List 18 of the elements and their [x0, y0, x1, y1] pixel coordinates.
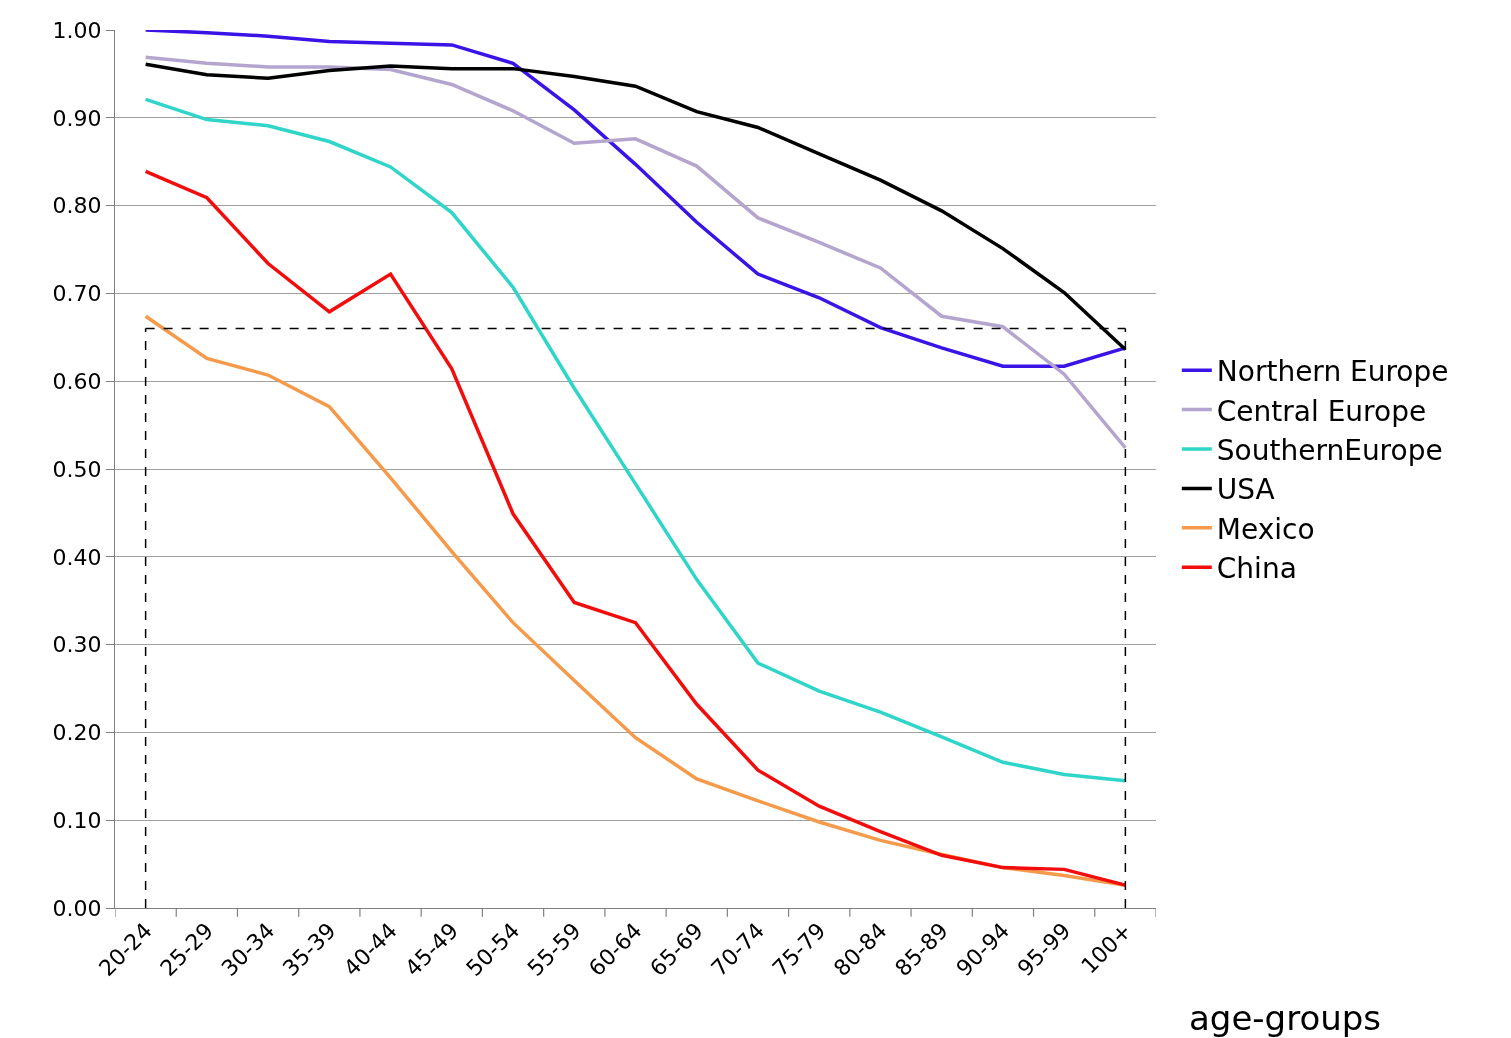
- legend-label: Northern Europe: [1216, 355, 1449, 389]
- y-tick-label: 0.00: [52, 895, 102, 921]
- legend-label: SouthernEurope: [1216, 433, 1443, 467]
- y-tick-label: 0.10: [52, 807, 102, 833]
- legend-label: Mexico: [1216, 512, 1315, 546]
- y-tick-label: 0.90: [52, 105, 102, 131]
- legend-label: Central Europe: [1216, 394, 1427, 428]
- y-tick-label: 1.00: [52, 17, 102, 43]
- legend-label: China: [1216, 552, 1297, 586]
- y-tick-label: 0.60: [52, 368, 102, 394]
- y-tick-label: 0.80: [52, 193, 102, 219]
- y-tick-label: 0.40: [52, 544, 102, 570]
- y-tick-label: 0.20: [52, 720, 102, 746]
- y-tick-label: 0.50: [52, 456, 102, 482]
- legend-label: USA: [1216, 473, 1275, 507]
- y-tick-label: 0.30: [52, 632, 102, 658]
- y-tick-label: 0.70: [52, 281, 102, 307]
- x-axis-title: age-groups: [1189, 998, 1382, 1038]
